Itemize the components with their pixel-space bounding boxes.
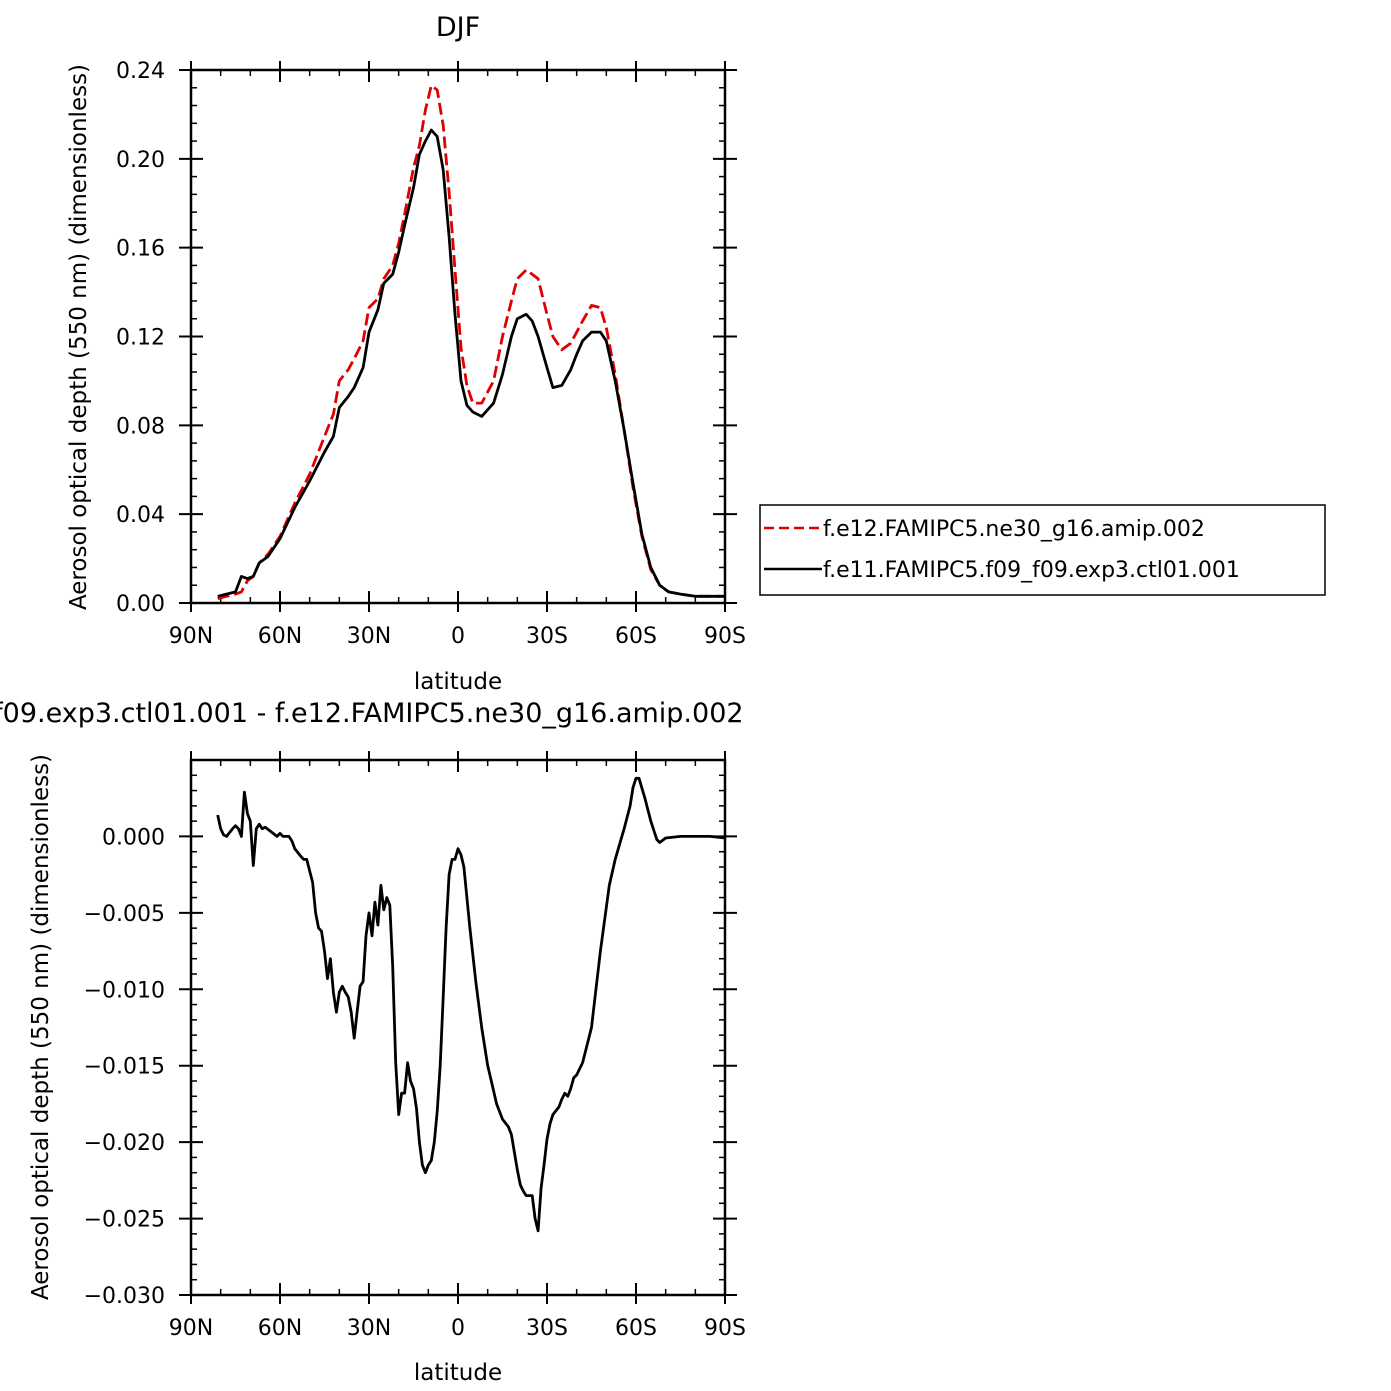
bottom-chart: f.e11.FAMIPC5.f09_f09.exp3.ctl01.001 - f…: [0, 698, 746, 1386]
bottom-chart-x-tick-label: 30N: [347, 1316, 391, 1341]
bottom-chart-y-tick-label: −0.030: [84, 1284, 165, 1309]
top-chart-x-tick-label: 90S: [704, 624, 746, 649]
bottom-chart-y-tick-label: −0.005: [84, 902, 165, 927]
bottom-chart-ylabel: Aerosol optical depth (550 nm) (dimensio…: [28, 754, 54, 1300]
bottom-chart-xlabel: latitude: [414, 1360, 502, 1386]
bottom-chart-x-tick-label: 0: [451, 1316, 465, 1341]
top-chart-x-tick-label: 90N: [169, 624, 213, 649]
legend-label-series-1: f.e12.FAMIPC5.ne30_g16.amip.002: [823, 517, 1205, 542]
top-chart: DJF 90N 60N 30N 0 30S 60S 90S 0.00 0.04 0.08 0.12 0…: [66, 12, 746, 695]
top-chart-xlabel: latitude: [414, 669, 502, 695]
top-chart-y-tick-label: 0.04: [116, 503, 165, 528]
top-chart-series-line-1: [217, 84, 725, 600]
legend-box: [759, 504, 1326, 596]
top-chart-y-tick-label: 0.24: [116, 59, 165, 84]
bottom-chart-x-tick-label: 60S: [615, 1316, 657, 1341]
top-chart-x-tick-label: 60S: [615, 624, 657, 649]
bottom-chart-series: [216, 776, 726, 1233]
top-chart-x-tick-label: 0: [451, 624, 465, 649]
bottom-chart-x-tick-label: 90S: [704, 1316, 746, 1341]
bottom-chart-x-tick-label: 30S: [526, 1316, 568, 1341]
bottom-chart-y-tick-label: 0.000: [102, 825, 165, 850]
bottom-chart-series-line-1: [216, 776, 726, 1233]
top-chart-x-tick-label: 60N: [258, 624, 302, 649]
top-chart-ylabel: Aerosol optical depth (550 nm) (dimensio…: [66, 64, 92, 610]
bottom-chart-x-tick-label: 60N: [258, 1316, 302, 1341]
bottom-chart-y-tick-label: −0.010: [84, 978, 165, 1003]
top-chart-title: DJF: [436, 12, 480, 43]
top-chart-y-tick-label: 0.20: [116, 148, 165, 173]
bottom-chart-y-tick-label: −0.020: [84, 1131, 165, 1156]
legend: f.e12.FAMIPC5.ne30_g16.amip.002 f.e11.FA…: [759, 504, 1326, 596]
top-chart-y-tick-label: 0.16: [116, 237, 165, 262]
top-chart-y-tick-label: 0.12: [116, 326, 165, 351]
top-chart-axes: 90N 60N 30N 0 30S 60S 90S 0.00 0.04 0.08 0.12 0.16 0…: [116, 59, 746, 649]
bottom-chart-y-tick-label: −0.025: [84, 1208, 165, 1233]
top-chart-series: [217, 84, 725, 600]
bottom-chart-plot-frame: [189, 758, 727, 1297]
top-chart-y-tick-label: 0.08: [116, 414, 165, 439]
bottom-chart-axes: 90N 60N 30N 0 30S 60S 90S 0.000 −0.005 −0.010 −0.0…: [84, 751, 746, 1341]
legend-label-series-2: f.e11.FAMIPC5.f09_f09.exp3.ctl01.001: [823, 558, 1240, 583]
top-chart-x-tick-label: 30N: [347, 624, 391, 649]
top-chart-x-tick-label: 30S: [526, 624, 568, 649]
bottom-chart-y-tick-label: −0.015: [84, 1055, 165, 1080]
top-chart-y-tick-label: 0.00: [116, 592, 165, 617]
bottom-chart-title: f.e11.FAMIPC5.f09_f09.exp3.ctl01.001 - f…: [0, 698, 744, 729]
top-chart-series-line-2: [217, 128, 725, 598]
bottom-chart-x-tick-label: 90N: [169, 1316, 213, 1341]
